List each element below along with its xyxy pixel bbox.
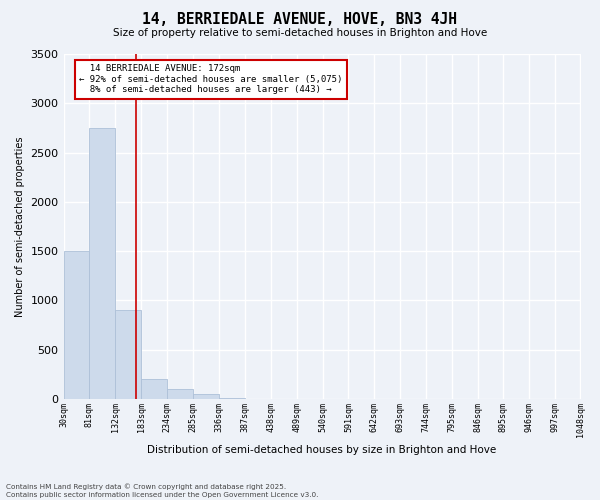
- Bar: [167, 389, 193, 399]
- Text: Contains HM Land Registry data © Crown copyright and database right 2025.
Contai: Contains HM Land Registry data © Crown c…: [6, 484, 319, 498]
- Bar: [64, 251, 89, 399]
- Bar: [219, 398, 245, 399]
- Bar: [115, 310, 141, 399]
- Y-axis label: Number of semi-detached properties: Number of semi-detached properties: [15, 136, 25, 316]
- Bar: [89, 128, 115, 399]
- Text: 14, BERRIEDALE AVENUE, HOVE, BN3 4JH: 14, BERRIEDALE AVENUE, HOVE, BN3 4JH: [143, 12, 458, 28]
- Bar: [141, 379, 167, 399]
- Text: 14 BERRIEDALE AVENUE: 172sqm
← 92% of semi-detached houses are smaller (5,075)
 : 14 BERRIEDALE AVENUE: 172sqm ← 92% of se…: [79, 64, 343, 94]
- Text: Size of property relative to semi-detached houses in Brighton and Hove: Size of property relative to semi-detach…: [113, 28, 487, 38]
- X-axis label: Distribution of semi-detached houses by size in Brighton and Hove: Distribution of semi-detached houses by …: [148, 445, 497, 455]
- Bar: [193, 394, 219, 399]
